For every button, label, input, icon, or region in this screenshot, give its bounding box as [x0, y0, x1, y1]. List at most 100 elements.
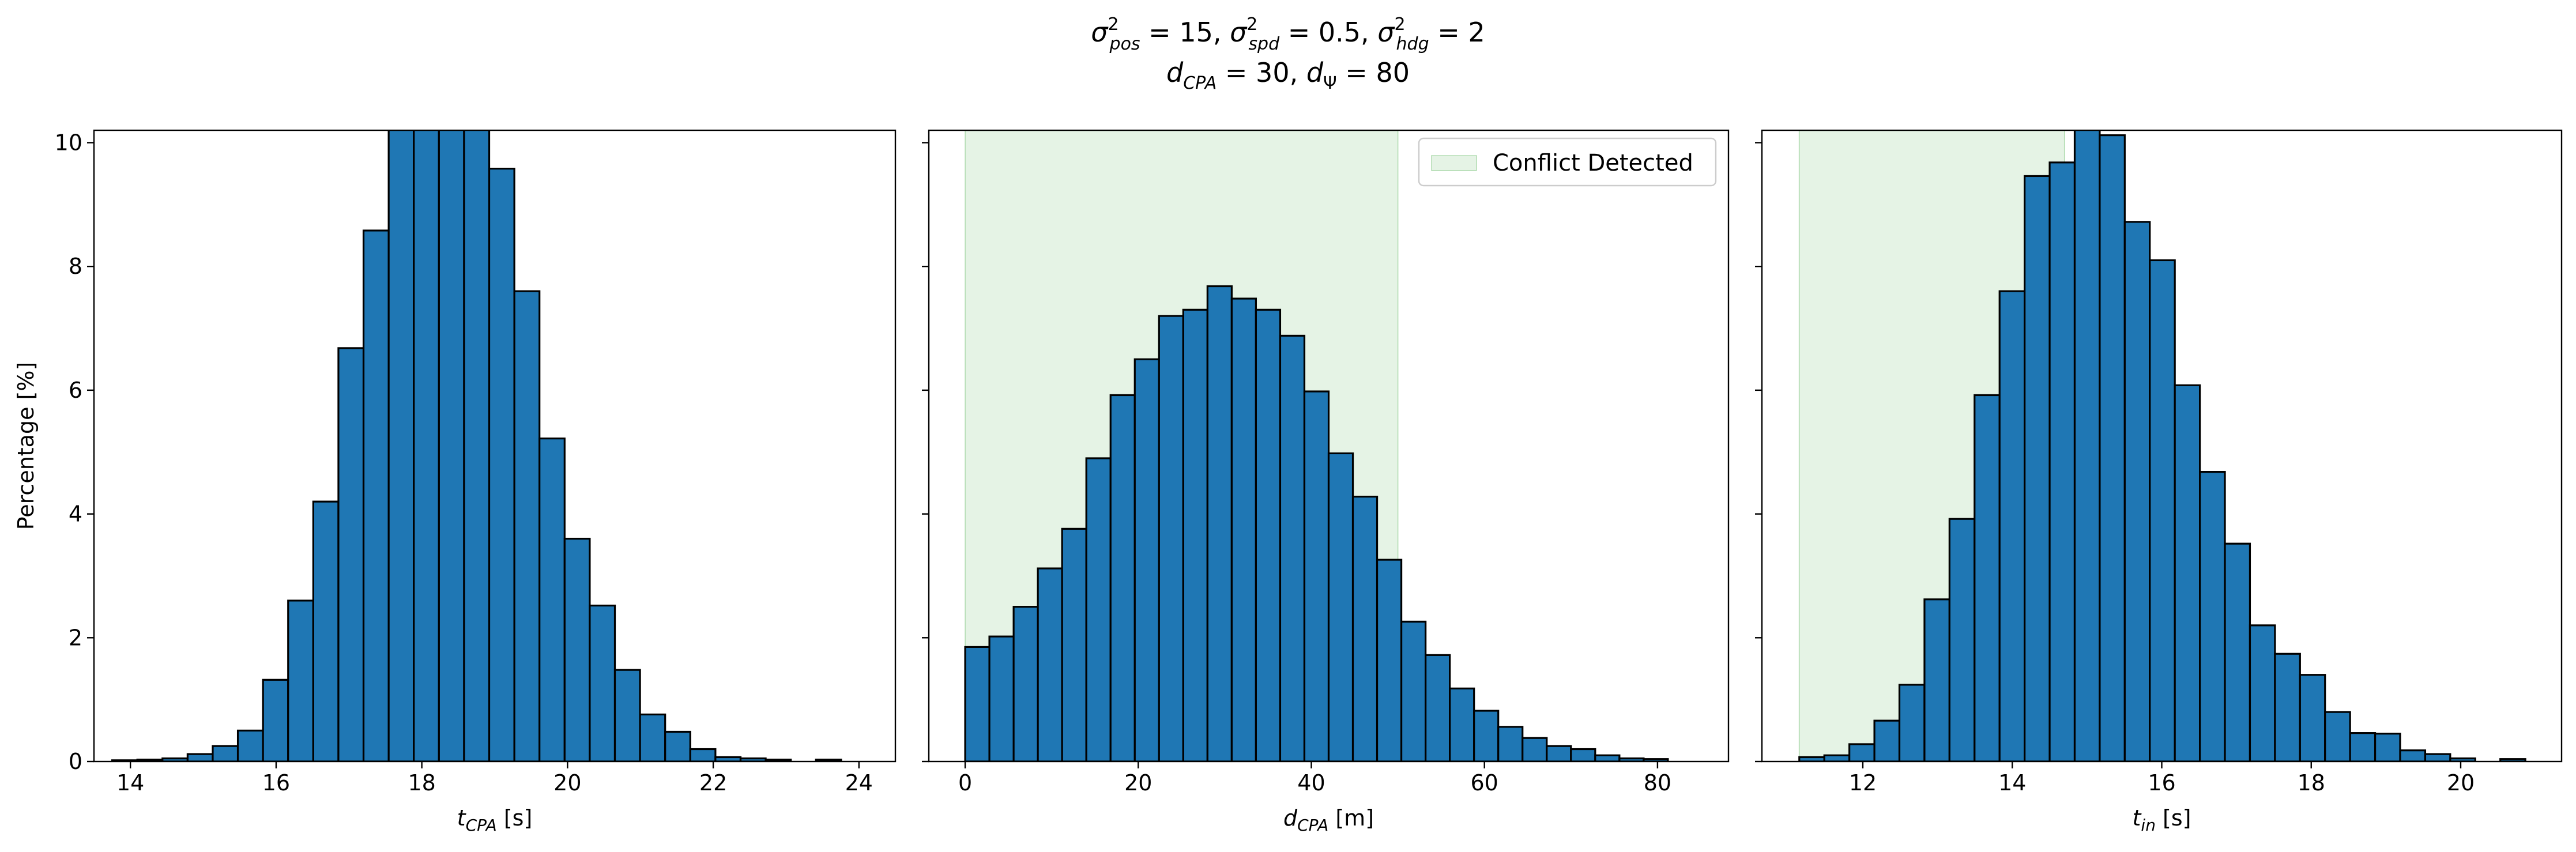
x-tick-label: 16	[262, 770, 290, 796]
histogram-bar	[1327, 452, 1354, 761]
x-tick-label: 20	[553, 770, 581, 796]
x-axis-label: tCPA [s]	[457, 805, 533, 835]
x-axis-label: dCPA [m]	[1283, 805, 1374, 835]
histogram-bar	[513, 290, 541, 761]
histogram-bar	[613, 669, 641, 761]
histogram-bar	[1425, 654, 1451, 761]
histogram-bar	[1182, 308, 1208, 761]
histogram-bar	[2499, 758, 2526, 761]
x-tick-label: 40	[1297, 770, 1325, 796]
x-tick-label: 16	[2148, 770, 2175, 796]
histogram-bar	[387, 130, 415, 761]
histogram-bar	[538, 438, 566, 761]
histogram-bar	[1158, 315, 1184, 761]
histogram-bar	[1303, 390, 1330, 761]
x-tick-label: 24	[845, 770, 873, 796]
histogram-bar	[2099, 134, 2126, 761]
histogram-bar	[1279, 334, 1306, 761]
legend-label: Conflict Detected	[1493, 150, 1693, 176]
y-tick-label: 8	[69, 254, 82, 279]
histogram-bar	[1998, 290, 2026, 761]
histogram-bar	[1848, 743, 1875, 761]
x-tick-label: 20	[1124, 770, 1152, 796]
y-tick-label: 2	[69, 625, 82, 650]
plot-area	[964, 130, 1669, 761]
histogram-bar	[1570, 748, 1596, 761]
histogram-bar	[1012, 606, 1039, 761]
histogram-bar	[438, 130, 465, 761]
histogram-bar	[2024, 175, 2051, 761]
histogram-bar	[2048, 161, 2076, 761]
x-axis-label: tin [s]	[2133, 805, 2191, 835]
histogram-bar	[1823, 754, 1851, 761]
histogram-bar	[1473, 710, 1500, 761]
x-tick-label: 0	[958, 770, 972, 796]
histogram-bar	[488, 167, 515, 761]
histogram-bar	[2123, 221, 2151, 761]
histogram-bar	[2374, 733, 2401, 761]
x-tick-label: 60	[1471, 770, 1498, 796]
histogram-bar	[413, 130, 440, 761]
y-tick-label: 0	[69, 749, 82, 774]
histogram-bar	[1133, 358, 1160, 761]
histogram-bar	[1230, 297, 1257, 761]
y-axis-label: Percentage [%]	[13, 362, 39, 530]
legend-box	[1418, 137, 1717, 187]
histogram-bar	[212, 745, 239, 761]
axes-frame	[928, 129, 1730, 763]
histogram-bar	[2224, 542, 2251, 761]
histogram-bar	[337, 347, 365, 761]
histogram-bar	[1255, 308, 1282, 761]
histogram-bar	[815, 759, 842, 761]
histogram-bar	[1522, 737, 1548, 761]
histogram-bar	[2324, 711, 2351, 761]
histogram-bar	[988, 635, 1015, 761]
panel-dcpa: 0 20 40 60 80 dCPA [m] Conflict Detected	[922, 129, 1730, 835]
histogram-bar	[589, 604, 616, 761]
histogram-bar	[2349, 732, 2377, 761]
histogram-bar	[1974, 394, 2001, 761]
histogram-bar	[186, 753, 214, 761]
histogram-bar	[1923, 598, 1950, 761]
histogram-bar	[2299, 674, 2326, 761]
histogram-bar	[1085, 457, 1112, 761]
y-tick-label: 6	[69, 378, 82, 403]
histogram-bar	[262, 678, 289, 761]
histogram-bar	[1449, 687, 1475, 761]
histogram-bar	[2399, 749, 2427, 761]
panel-tin: 12 14 16 18 20 tin [s]	[1755, 129, 2563, 835]
histogram-bar	[312, 500, 340, 761]
histogram-bar	[2199, 470, 2226, 761]
histogram-bar	[463, 130, 491, 761]
histogram-bar	[1594, 754, 1621, 761]
histogram-bar	[1898, 684, 1926, 761]
histogram-bar	[236, 729, 264, 761]
histogram-bar	[1546, 745, 1572, 761]
x-tick-label: 18	[408, 770, 435, 796]
histogram-bar	[1351, 495, 1379, 761]
histogram-bar	[2274, 653, 2301, 761]
legend-swatch	[1431, 155, 1477, 171]
histogram-bar	[1497, 726, 1524, 761]
legend: Conflict Detected	[1418, 137, 1717, 187]
x-tick-label: 18	[2298, 770, 2325, 796]
histogram-bar	[664, 730, 691, 761]
histogram-bar	[1109, 394, 1136, 761]
x-tick-label: 20	[2447, 770, 2475, 796]
plot-area	[1798, 130, 2526, 761]
histogram-bar	[1376, 559, 1403, 761]
histogram-bar	[1061, 527, 1087, 761]
x-tick-label: 22	[699, 770, 727, 796]
histogram-bar	[1206, 285, 1233, 761]
histogram-bar	[2249, 624, 2276, 761]
plot-area	[111, 130, 842, 761]
histogram-bar	[689, 748, 717, 761]
histogram-bar	[2149, 259, 2176, 761]
figure-title-line-1: σ2 pos = 15, σ2 spd = 0.5, σ2 hdg = 2	[1091, 14, 1485, 54]
histogram-bar	[1873, 719, 1901, 761]
figure-title-line-2: dCPA = 30, dΨ = 80	[1166, 57, 1410, 93]
y-tick-label: 4	[69, 502, 82, 527]
histogram-bar	[2424, 753, 2451, 761]
